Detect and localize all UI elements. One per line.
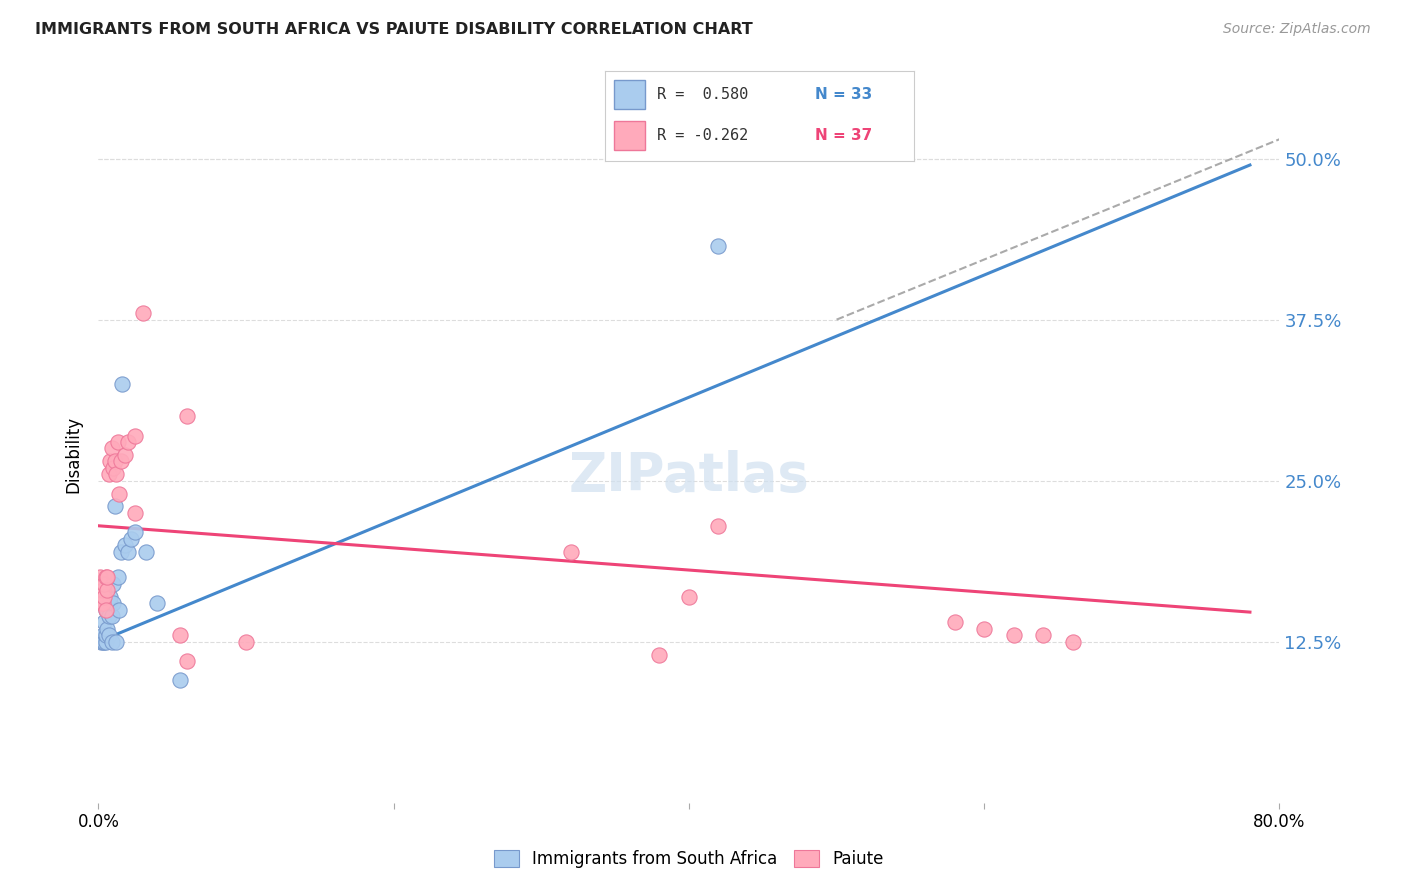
Text: R =  0.580: R = 0.580 [657,87,748,102]
Point [110,544,132,558]
Point [105,634,128,648]
Point [89,570,111,584]
Point [124,525,146,540]
Point [90,596,112,610]
Point [100,634,122,648]
Point [107,570,129,584]
Point [114,448,136,462]
Point [96,570,118,584]
Point [110,454,132,468]
Point [90,634,112,648]
Point [91,596,114,610]
Point [103,460,125,475]
Point [97,609,120,624]
Point [93,615,115,630]
Point [103,596,125,610]
Point [96,622,118,636]
Point [98,454,121,468]
Point [943,615,966,630]
Y-axis label: Disability: Disability [65,417,83,493]
Point [91,628,114,642]
Point [132,306,155,320]
Point [104,500,127,514]
Point [98,596,121,610]
Point [108,486,131,500]
Point [93,576,115,591]
Point [1032,628,1054,642]
Point [94,570,117,584]
Text: N = 37: N = 37 [815,128,872,143]
Point [97,628,120,642]
Point [97,467,120,482]
Point [91,634,114,648]
Point [1002,628,1025,642]
Point [93,590,115,604]
FancyBboxPatch shape [614,80,645,109]
Point [707,518,730,533]
Point [94,602,117,616]
Point [176,409,198,424]
Point [107,435,129,450]
Point [117,544,139,558]
Point [1062,634,1084,648]
Point [105,467,128,482]
Point [169,673,191,688]
Point [93,634,115,648]
Point [135,544,157,558]
Point [973,622,995,636]
Point [94,634,117,648]
Point [678,590,700,604]
Point [98,590,121,604]
Text: N = 33: N = 33 [815,87,872,102]
Point [176,654,198,668]
Text: R = -0.262: R = -0.262 [657,128,748,143]
Point [100,609,122,624]
Point [169,628,191,642]
Point [235,634,257,648]
Point [146,596,169,610]
Point [104,454,127,468]
Point [560,544,582,558]
Point [103,576,125,591]
Point [124,506,146,520]
Point [124,428,146,442]
Point [94,602,117,616]
Point [111,377,134,392]
Point [91,583,114,598]
Point [96,583,118,598]
Point [707,239,730,253]
Text: Source: ZipAtlas.com: Source: ZipAtlas.com [1223,22,1371,37]
Legend: Immigrants from South Africa, Paiute: Immigrants from South Africa, Paiute [488,843,890,874]
Point [100,442,122,456]
Point [117,435,139,450]
Point [96,602,118,616]
Text: IMMIGRANTS FROM SOUTH AFRICA VS PAIUTE DISABILITY CORRELATION CHART: IMMIGRANTS FROM SOUTH AFRICA VS PAIUTE D… [35,22,752,37]
FancyBboxPatch shape [614,121,645,150]
Point [108,602,131,616]
Point [120,532,142,546]
Point [114,538,136,552]
Point [648,648,671,662]
Text: ZIPatlas: ZIPatlas [568,450,810,502]
Point [94,628,117,642]
Point [97,596,120,610]
